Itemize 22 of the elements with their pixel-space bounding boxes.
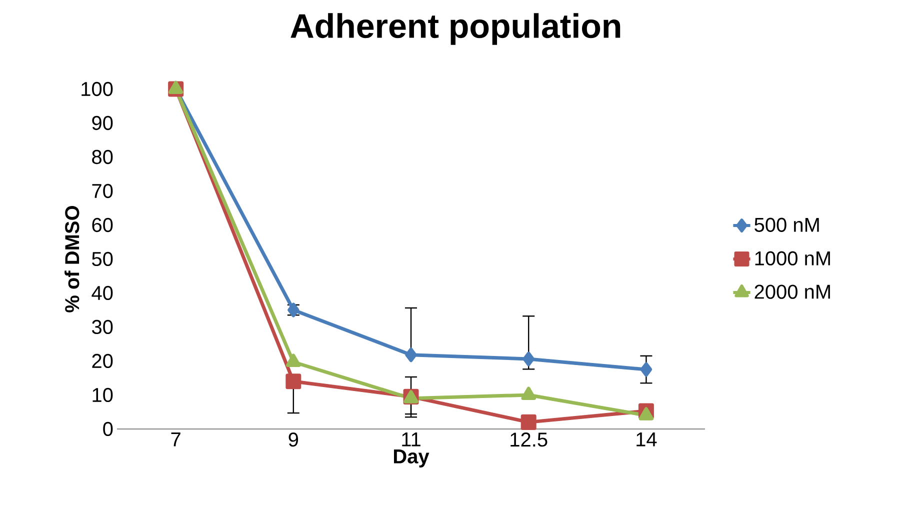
y-tick-label: 50 bbox=[92, 252, 113, 266]
legend-label: 1000 nM bbox=[755, 251, 830, 266]
y-tick-label: 0 bbox=[103, 422, 113, 436]
y-tick-label: 60 bbox=[92, 218, 113, 232]
y-tick-label: 20 bbox=[92, 354, 113, 368]
y-axis-title: % of DMSO bbox=[64, 206, 80, 312]
y-tick-label: 10 bbox=[92, 388, 113, 402]
y-tick-label: 70 bbox=[92, 184, 113, 198]
x-tick-label: 7 bbox=[171, 432, 180, 446]
y-tick-label: 100 bbox=[82, 82, 113, 96]
x-tick-label: 14 bbox=[636, 432, 657, 446]
y-tick-label: 30 bbox=[92, 320, 113, 334]
legend-label: 500 nM bbox=[754, 218, 819, 232]
y-tick-label: 90 bbox=[92, 116, 113, 130]
x-tick-label: 11 bbox=[402, 432, 420, 446]
y-tick-label: 80 bbox=[92, 150, 113, 164]
x-tick-label: 9 bbox=[288, 432, 298, 447]
legend-label: 2000 nM bbox=[754, 284, 830, 299]
x-tick-label: 12.5 bbox=[510, 432, 548, 447]
chart-title: Adherent population bbox=[290, 13, 620, 45]
x-axis-title: Day bbox=[394, 450, 430, 468]
y-tick-label: 40 bbox=[92, 286, 113, 300]
